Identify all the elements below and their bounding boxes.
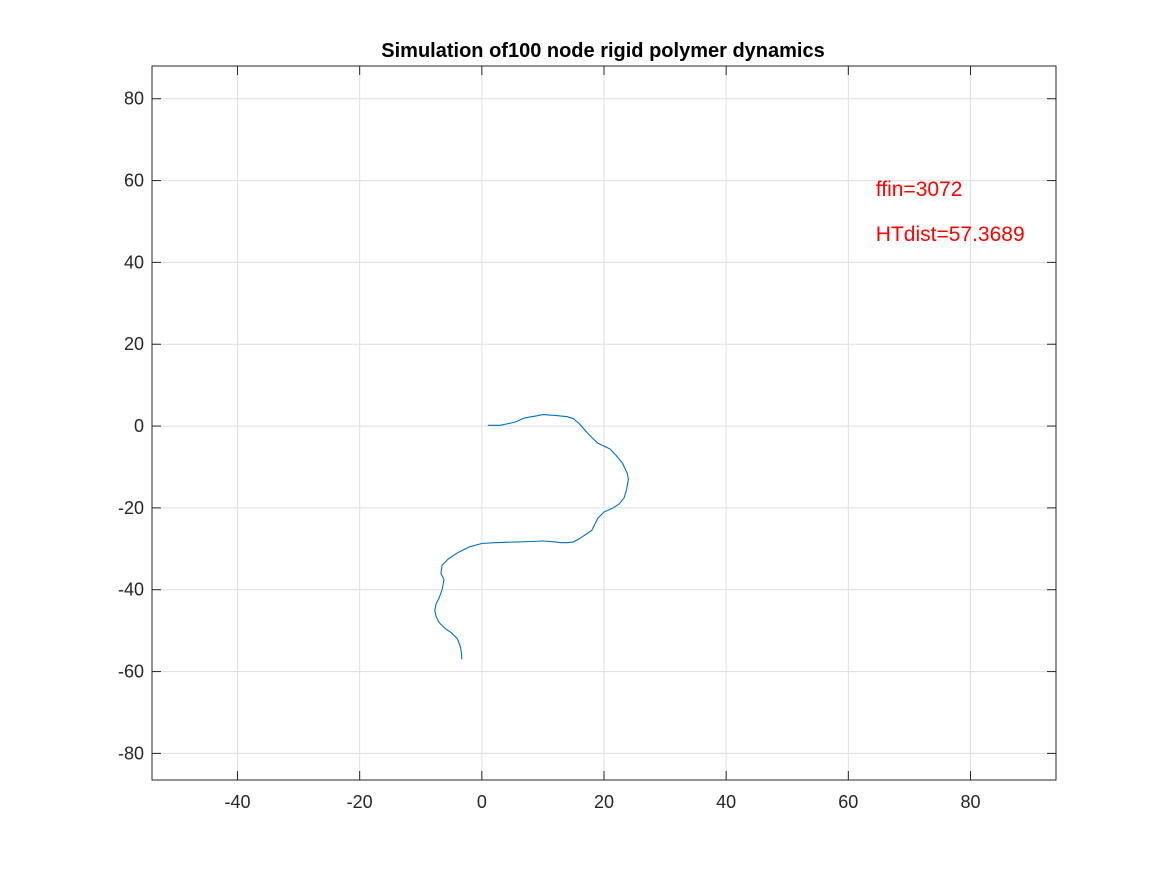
tick-labels: -40 -20 0 20 40 60 80 -80 -60 -40 -20 0 20 40 60 80 — [118, 89, 981, 812]
series-layer — [434, 414, 629, 660]
x-tick-label: 80 — [960, 792, 980, 812]
grid-lines — [152, 66, 1056, 780]
y-tick-label: -40 — [118, 580, 144, 600]
series-line-polymer — [434, 414, 629, 660]
x-tick-label: -40 — [225, 792, 251, 812]
annotations: ffin=3072 HTdist=57.3689 — [876, 178, 1025, 246]
tick-marks — [152, 66, 1056, 780]
y-tick-label: 0 — [134, 416, 144, 436]
x-tick-label: -20 — [347, 792, 373, 812]
y-tick-label: -60 — [118, 662, 144, 682]
y-tick-label: 60 — [124, 171, 144, 191]
y-tick-label: 80 — [124, 89, 144, 109]
y-tick-label: 40 — [124, 252, 144, 272]
annotation-label: HTdist=57.3689 — [876, 223, 1025, 246]
chart-title: Simulation of100 node rigid polymer dyna… — [381, 40, 824, 62]
y-tick-label: -20 — [118, 498, 144, 518]
y-tick-label: -80 — [118, 743, 144, 763]
x-tick-label: 20 — [594, 792, 614, 812]
x-tick-label: 40 — [716, 792, 736, 812]
x-tick-label: 0 — [477, 792, 487, 812]
x-tick-label: 60 — [838, 792, 858, 812]
y-tick-label: 20 — [124, 334, 144, 354]
annotation-label: ffin=3072 — [876, 178, 963, 201]
